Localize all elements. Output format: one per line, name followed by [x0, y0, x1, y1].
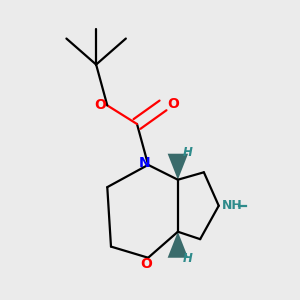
- Text: O: O: [140, 257, 152, 271]
- Text: O: O: [167, 97, 179, 111]
- Text: H: H: [183, 252, 193, 265]
- Text: NH: NH: [222, 199, 243, 212]
- Polygon shape: [168, 154, 188, 180]
- Text: N: N: [139, 156, 150, 170]
- Text: O: O: [94, 98, 106, 112]
- Text: H: H: [183, 146, 193, 159]
- Polygon shape: [168, 232, 188, 258]
